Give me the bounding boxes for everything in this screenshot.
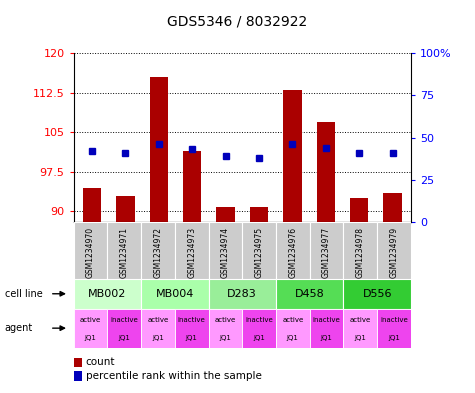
- Bar: [343, 309, 377, 348]
- Text: GSM1234970: GSM1234970: [86, 227, 95, 278]
- Text: MB004: MB004: [156, 289, 194, 299]
- Bar: [74, 371, 82, 381]
- Bar: [276, 222, 310, 279]
- Text: active: active: [350, 316, 371, 323]
- Bar: [209, 309, 242, 348]
- Text: JQ1: JQ1: [354, 335, 366, 341]
- Text: GDS5346 / 8032922: GDS5346 / 8032922: [167, 15, 308, 29]
- Text: JQ1: JQ1: [219, 335, 231, 341]
- Bar: [310, 309, 343, 348]
- Text: active: active: [147, 316, 169, 323]
- Bar: [283, 90, 302, 222]
- Bar: [350, 198, 368, 222]
- Text: inactive: inactive: [245, 316, 273, 323]
- Bar: [242, 309, 276, 348]
- Text: agent: agent: [5, 323, 33, 333]
- Text: GSM1234974: GSM1234974: [221, 227, 230, 278]
- Text: D283: D283: [228, 289, 257, 299]
- Bar: [74, 309, 107, 348]
- Bar: [74, 279, 141, 309]
- Bar: [183, 151, 201, 222]
- Text: percentile rank within the sample: percentile rank within the sample: [86, 371, 261, 381]
- Text: GSM1234972: GSM1234972: [153, 227, 162, 277]
- Bar: [107, 309, 141, 348]
- Text: JQ1: JQ1: [321, 335, 332, 341]
- Bar: [276, 309, 310, 348]
- Text: inactive: inactive: [178, 316, 206, 323]
- Text: GSM1234976: GSM1234976: [288, 227, 297, 278]
- Text: MB002: MB002: [88, 289, 126, 299]
- Text: cell line: cell line: [5, 289, 42, 299]
- Text: GSM1234977: GSM1234977: [322, 227, 331, 278]
- Text: GSM1234979: GSM1234979: [390, 227, 399, 278]
- Bar: [343, 279, 411, 309]
- Bar: [276, 279, 343, 309]
- Text: JQ1: JQ1: [287, 335, 299, 341]
- Bar: [377, 222, 411, 279]
- Bar: [150, 77, 168, 222]
- Text: GSM1234975: GSM1234975: [255, 227, 264, 278]
- Text: GSM1234978: GSM1234978: [356, 227, 365, 277]
- Text: JQ1: JQ1: [388, 335, 400, 341]
- Bar: [343, 222, 377, 279]
- Bar: [74, 222, 107, 279]
- Text: active: active: [80, 316, 101, 323]
- Bar: [316, 122, 335, 222]
- Bar: [242, 222, 276, 279]
- Bar: [107, 222, 141, 279]
- Text: D556: D556: [362, 289, 392, 299]
- Text: count: count: [86, 357, 115, 367]
- Text: GSM1234971: GSM1234971: [120, 227, 129, 277]
- Text: D458: D458: [295, 289, 324, 299]
- Text: inactive: inactive: [110, 316, 138, 323]
- Bar: [250, 207, 268, 222]
- Bar: [377, 309, 411, 348]
- Text: GSM1234973: GSM1234973: [187, 227, 196, 278]
- Text: JQ1: JQ1: [85, 335, 96, 341]
- Text: active: active: [282, 316, 304, 323]
- Text: JQ1: JQ1: [152, 335, 164, 341]
- Text: JQ1: JQ1: [186, 335, 198, 341]
- Bar: [209, 222, 242, 279]
- Bar: [116, 196, 134, 222]
- Bar: [141, 279, 209, 309]
- Text: active: active: [215, 316, 236, 323]
- Bar: [217, 207, 235, 222]
- Text: inactive: inactive: [313, 316, 341, 323]
- Bar: [74, 358, 82, 367]
- Bar: [209, 279, 276, 309]
- Text: JQ1: JQ1: [118, 335, 130, 341]
- Bar: [383, 193, 402, 222]
- Text: JQ1: JQ1: [253, 335, 265, 341]
- Bar: [141, 309, 175, 348]
- Text: inactive: inactive: [380, 316, 408, 323]
- Bar: [83, 188, 101, 222]
- Bar: [310, 222, 343, 279]
- Bar: [141, 222, 175, 279]
- Bar: [175, 309, 209, 348]
- Bar: [175, 222, 209, 279]
